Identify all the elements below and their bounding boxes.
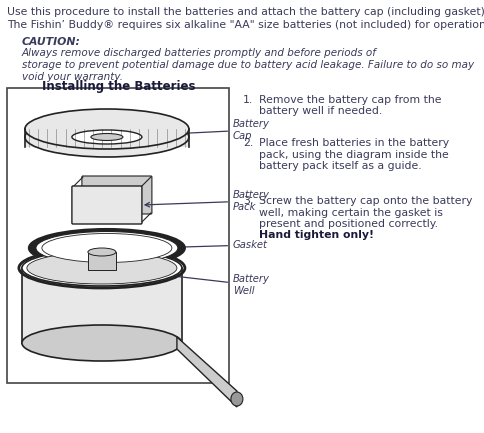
Text: The Fishin’ Buddy® requires six alkaline "AA" size batteries (not included) for : The Fishin’ Buddy® requires six alkaline… xyxy=(7,20,484,30)
Text: Always remove discharged batteries promptly and before periods of: Always remove discharged batteries promp… xyxy=(22,48,376,58)
Text: void your warranty.: void your warranty. xyxy=(22,71,123,81)
Ellipse shape xyxy=(27,252,177,284)
Bar xyxy=(7,88,228,383)
FancyBboxPatch shape xyxy=(72,186,142,224)
Ellipse shape xyxy=(25,109,188,149)
Text: 1.: 1. xyxy=(242,95,253,105)
Ellipse shape xyxy=(88,248,116,256)
Text: Use this procedure to install the batteries and attach the battery cap (includin: Use this procedure to install the batter… xyxy=(7,7,484,17)
Text: Battery
Cap: Battery Cap xyxy=(153,119,269,141)
Text: Battery
Well: Battery Well xyxy=(151,272,269,296)
Bar xyxy=(22,268,182,343)
Text: 3.: 3. xyxy=(242,196,253,206)
Text: Battery
Pack: Battery Pack xyxy=(145,190,269,212)
FancyBboxPatch shape xyxy=(82,176,151,214)
Ellipse shape xyxy=(22,250,182,286)
Text: battery well if needed.: battery well if needed. xyxy=(258,107,381,116)
Bar xyxy=(88,252,116,270)
Ellipse shape xyxy=(29,229,184,267)
Ellipse shape xyxy=(230,392,242,406)
Bar xyxy=(25,129,188,147)
Ellipse shape xyxy=(72,130,142,144)
Text: well, making certain the gasket is: well, making certain the gasket is xyxy=(258,207,442,217)
Text: Hand tighten only!: Hand tighten only! xyxy=(258,230,373,240)
Ellipse shape xyxy=(22,325,182,361)
Text: CAUTION:: CAUTION: xyxy=(22,37,81,47)
Ellipse shape xyxy=(91,133,122,140)
Polygon shape xyxy=(177,337,236,407)
Text: 2.: 2. xyxy=(242,138,253,148)
Ellipse shape xyxy=(42,233,171,262)
Text: present and positioned correctly.: present and positioned correctly. xyxy=(258,219,437,229)
Text: Place fresh batteries in the battery: Place fresh batteries in the battery xyxy=(258,138,448,148)
Text: battery pack itself as a guide.: battery pack itself as a guide. xyxy=(258,161,421,171)
Text: Screw the battery cap onto the battery: Screw the battery cap onto the battery xyxy=(258,196,471,206)
Text: Gasket: Gasket xyxy=(153,240,267,250)
Text: Installing the Batteries: Installing the Batteries xyxy=(42,80,195,93)
Text: storage to prevent potential damage due to battery acid leakage. Failure to do s: storage to prevent potential damage due … xyxy=(22,60,473,70)
Ellipse shape xyxy=(25,117,188,157)
Ellipse shape xyxy=(36,232,178,265)
Text: pack, using the diagram inside the: pack, using the diagram inside the xyxy=(258,149,448,159)
Text: Remove the battery cap from the: Remove the battery cap from the xyxy=(258,95,440,105)
